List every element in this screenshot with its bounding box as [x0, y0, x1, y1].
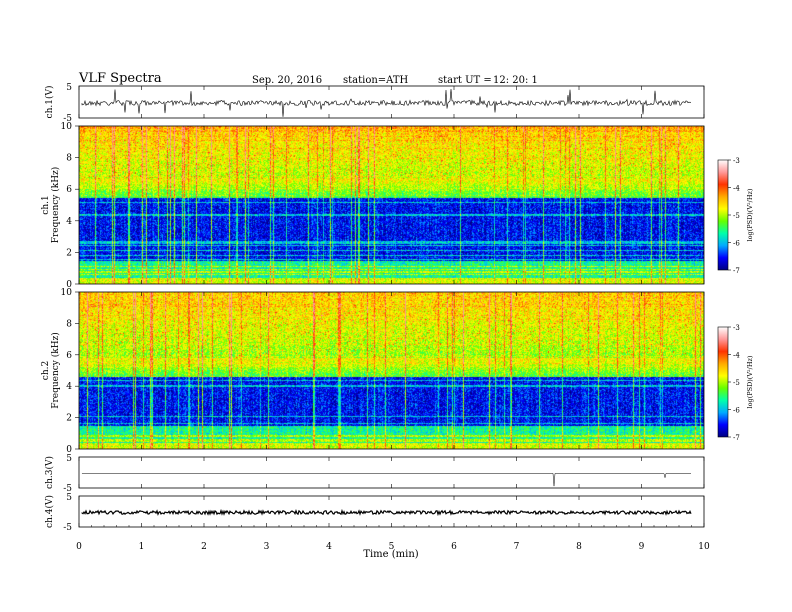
ch4-waveform-trace	[81, 508, 692, 517]
start-time-value: 12: 20: 1	[493, 75, 538, 86]
y-tick-label: 4	[66, 382, 72, 392]
ch1-colorbar-label: log(PSD)(V²/Hz)	[746, 188, 754, 241]
ch3-waveform-trace	[81, 473, 691, 487]
waveform-traces	[81, 88, 692, 517]
station-label: station=ATH	[343, 75, 409, 86]
colorbar-tick-label: -4	[733, 185, 740, 193]
ch2-spectrogram-image	[79, 292, 704, 449]
y-tick-label: 8	[66, 154, 72, 164]
y-tick-label: 10	[61, 288, 73, 298]
y-axis-label: ch.1(V)	[44, 86, 55, 119]
ch2-spectrogram	[78, 291, 705, 450]
x-tick-label: 4	[326, 542, 332, 552]
y-tick-label: 0	[66, 280, 72, 290]
axis-ticks	[75, 86, 705, 527]
ch3-waveform-frame	[78, 456, 705, 489]
colorbar-tick-label: -3	[733, 324, 740, 332]
y-axis-label-frequency: Frequency (kHz)	[50, 167, 61, 244]
y-axis-label-frequency: Frequency (kHz)	[50, 332, 61, 409]
x-tick-label: 7	[514, 542, 520, 552]
colorbar-ticks: -3 -4 -5 -6 -7 -3 -4 -5 -6 -7	[728, 157, 740, 442]
colorbar-tick-label: -6	[733, 240, 740, 248]
x-tick-label: 8	[576, 542, 582, 552]
x-axis-label: Time (min)	[363, 549, 418, 560]
colorbar-tick-label: -6	[733, 407, 740, 415]
ch1-colorbar-fill	[717, 159, 729, 271]
x-tick-label: 9	[639, 542, 645, 552]
y-tick-label: -5	[63, 484, 72, 494]
x-tick-label: 0	[76, 542, 82, 552]
ch2-colorbar-label: log(PSD)(V²/Hz)	[746, 355, 754, 408]
y-tick-label: 2	[66, 414, 72, 424]
x-tick-label: 2	[201, 542, 207, 552]
colorbar-tick-label: -3	[733, 157, 740, 165]
x-tick-label: 1	[139, 542, 145, 552]
x-tick-label: 6	[451, 542, 457, 552]
y-tick-label: 4	[66, 217, 72, 227]
y-tick-label: 5	[66, 83, 72, 93]
y-tick-label: 5	[66, 454, 72, 464]
y-tick-label: 0	[66, 445, 72, 455]
ch1-spectrogram-image	[79, 126, 704, 284]
axis-labels: 0 1 2 3 4 5 6 7 8 9 105-5ch.1(V)5-5ch.3(V)5-5ch.4(…	[41, 83, 710, 552]
y-tick-label: -5	[63, 114, 72, 124]
ch2-colorbar-fill	[717, 326, 729, 438]
y-tick-label: -5	[63, 523, 72, 533]
y-axis-label: ch.4(V)	[44, 495, 55, 528]
y-axis-label: ch.3(V)	[44, 456, 55, 489]
y-tick-label: 8	[66, 319, 72, 329]
y-tick-label: 2	[66, 248, 72, 258]
x-tick-label: 10	[698, 542, 710, 552]
colorbar-tick-label: -7	[733, 267, 740, 275]
x-tick-label: 3	[264, 542, 270, 552]
x-tick-label: 5	[389, 542, 395, 552]
y-tick-label: 5	[66, 493, 72, 503]
y-axis-label-channel: ch.2	[41, 361, 51, 380]
y-tick-label: 6	[66, 185, 72, 195]
y-axis-label-channel: ch.1	[41, 195, 51, 214]
recording-date: Sep. 20, 2016	[252, 75, 323, 86]
ch1-waveform-trace	[81, 88, 692, 117]
chart-title: VLF Spectra	[79, 71, 162, 86]
colorbar-tick-label: -5	[733, 212, 740, 220]
colorbar-tick-label: -7	[733, 434, 740, 442]
y-tick-label: 6	[66, 351, 72, 361]
start-time-label: start UT =	[438, 75, 492, 86]
colorbar-tick-label: -5	[733, 379, 740, 387]
y-tick-label: 10	[61, 122, 73, 132]
ch1-spectrogram	[78, 125, 705, 285]
colorbar-tick-label: -4	[733, 352, 740, 360]
